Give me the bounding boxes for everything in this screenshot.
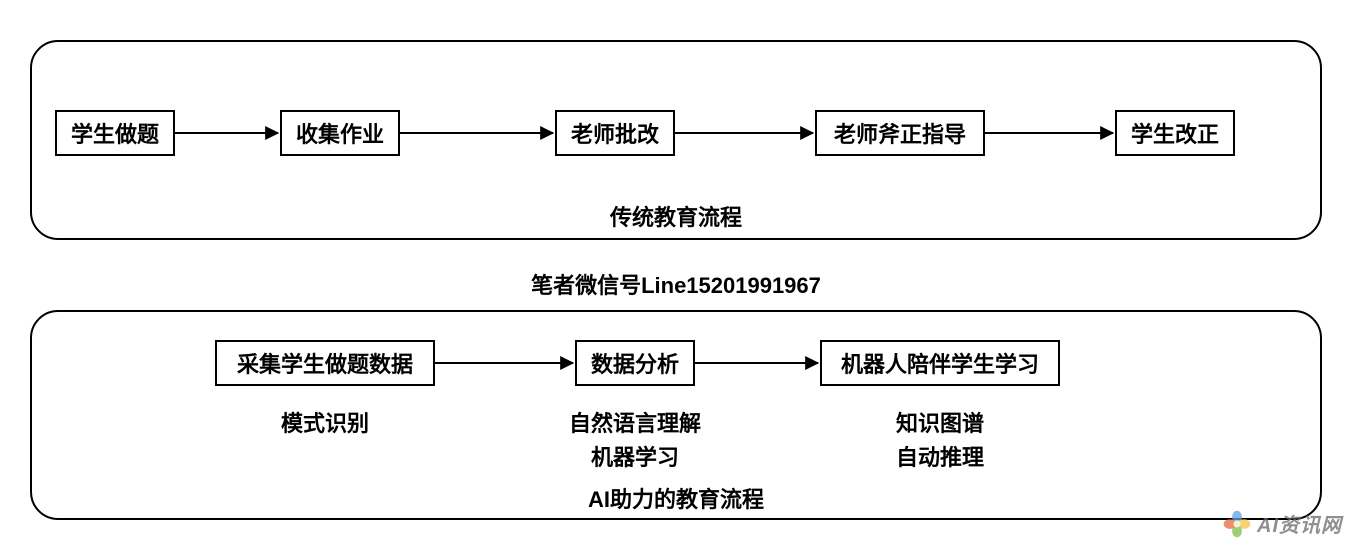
flow-node-t2: 收集作业 xyxy=(280,110,400,156)
flow-node-t3: 老师批改 xyxy=(555,110,675,156)
flow-node-b2: 数据分析 xyxy=(575,340,695,386)
flow-node-label: 学生改正 xyxy=(1131,117,1219,149)
bottom-panel-caption: AI助力的教育流程 xyxy=(0,482,1352,514)
sub-label: 机器学习 xyxy=(485,440,785,472)
flow-node-t4: 老师斧正指导 xyxy=(815,110,985,156)
top-panel-caption: 传统教育流程 xyxy=(0,200,1352,232)
flow-node-t1: 学生做题 xyxy=(55,110,175,156)
flow-node-label: 老师斧正指导 xyxy=(834,117,966,149)
flow-node-label: 学生做题 xyxy=(71,117,159,149)
watermark-text: AI资讯网 xyxy=(1257,509,1342,538)
diagram-canvas: 学生做题 收集作业 老师批改 老师斧正指导 学生改正 传统教育流程 笔者微信号Line1… xyxy=(0,0,1352,544)
flow-node-t5: 学生改正 xyxy=(1115,110,1235,156)
flower-icon xyxy=(1223,510,1251,538)
flow-node-b1: 采集学生做题数据 xyxy=(215,340,435,386)
flow-node-label: 老师批改 xyxy=(571,117,659,149)
flow-node-label: 数据分析 xyxy=(591,347,679,379)
middle-text: 笔者微信号Line15201991967 xyxy=(0,268,1352,300)
flow-node-b3: 机器人陪伴学生学习 xyxy=(820,340,1060,386)
sub-label: 模式识别 xyxy=(175,406,475,438)
sub-label: 知识图谱 xyxy=(790,406,1090,438)
sub-label: 自动推理 xyxy=(790,440,1090,472)
flow-node-label: 收集作业 xyxy=(296,117,384,149)
flow-node-label: 机器人陪伴学生学习 xyxy=(841,347,1039,379)
watermark: AI资讯网 xyxy=(1223,509,1342,538)
flow-node-label: 采集学生做题数据 xyxy=(237,347,413,379)
sub-label: 自然语言理解 xyxy=(485,406,785,438)
